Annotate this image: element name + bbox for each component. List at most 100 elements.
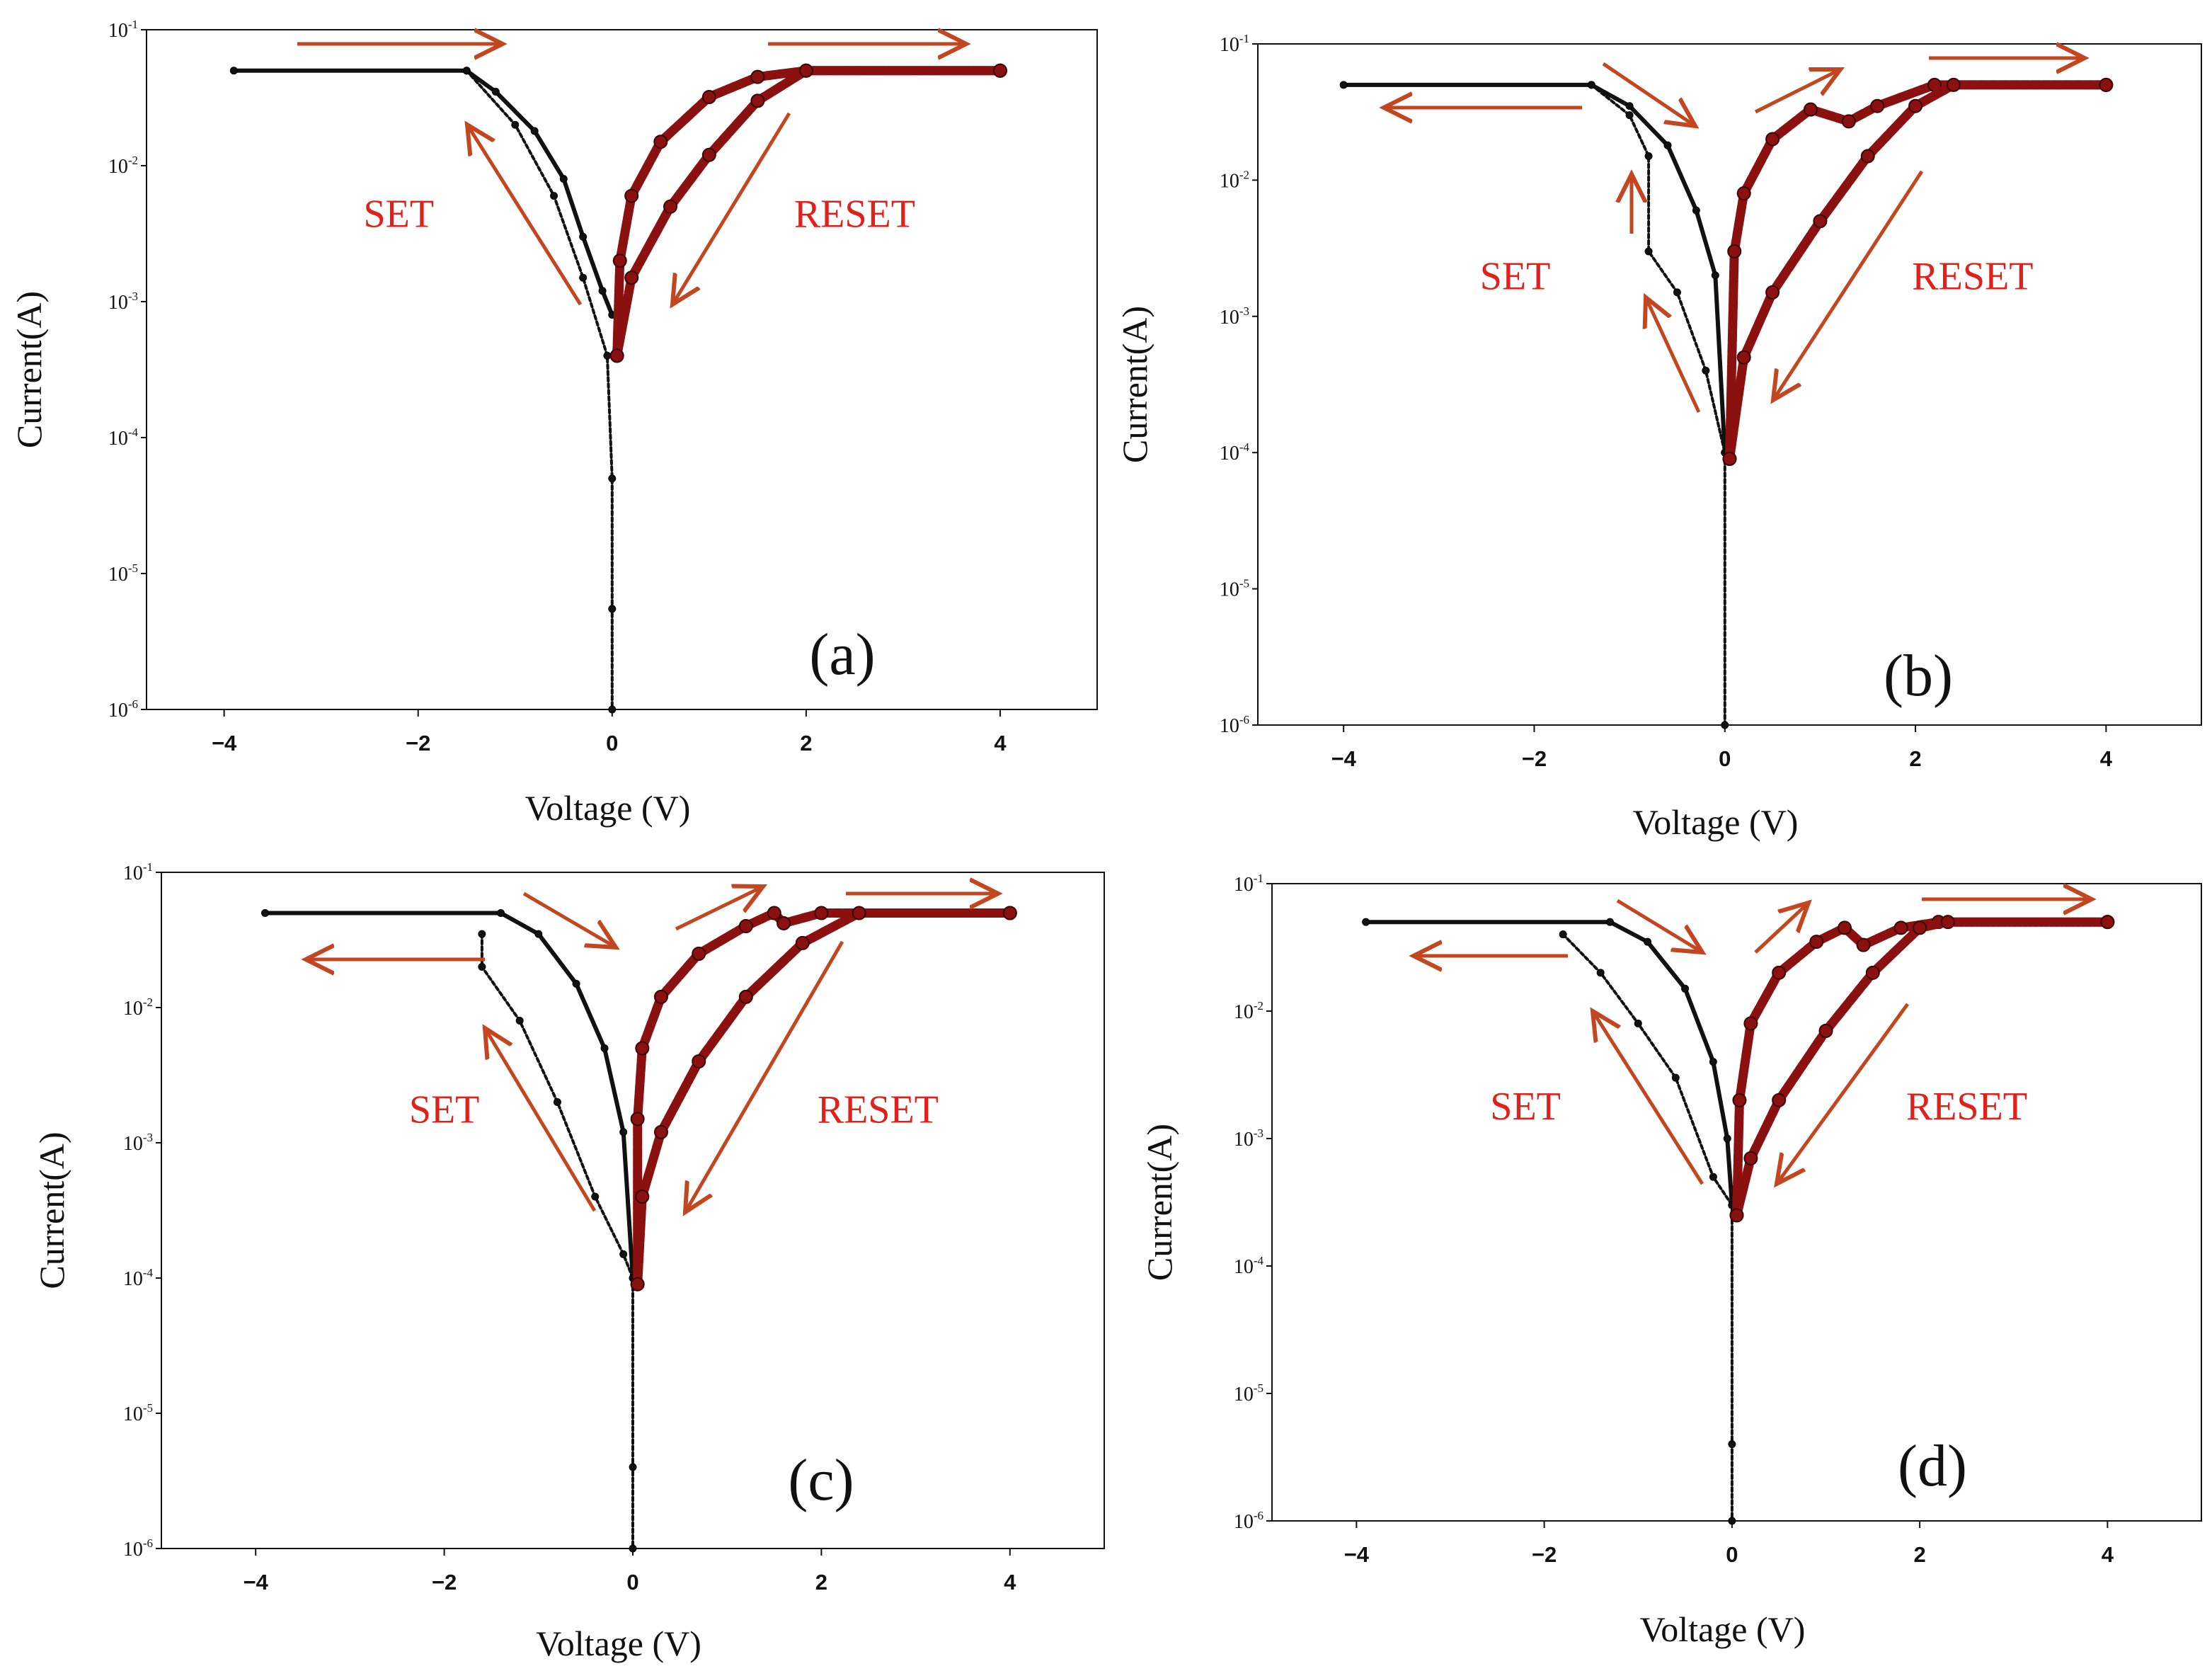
data-point	[1728, 1517, 1736, 1525]
data-point	[1728, 1440, 1736, 1449]
data-point	[530, 127, 539, 135]
data-point	[750, 69, 765, 84]
x-tick-label: −4	[1331, 746, 1357, 771]
data-point	[795, 935, 810, 950]
x-axis-label: Voltage (V)	[1640, 1609, 1806, 1649]
data-point	[692, 946, 706, 961]
sweep-direction-arrow	[685, 940, 844, 1212]
y-tick-exponent: -2	[128, 154, 138, 167]
data-point	[619, 1128, 628, 1136]
sweep-direction-arrow	[1754, 903, 1809, 954]
data-point	[1838, 920, 1852, 935]
data-point	[1721, 721, 1729, 729]
data-point	[462, 67, 471, 75]
data-point	[1856, 937, 1871, 952]
x-tick-label: 2	[1909, 746, 1921, 771]
x-tick-label: −4	[1344, 1542, 1370, 1567]
annotation-set: SET	[409, 1088, 480, 1131]
sweep-direction-arrow	[1754, 69, 1840, 114]
data-point	[1736, 350, 1751, 365]
data-point	[1625, 102, 1634, 110]
data-point	[1818, 1023, 1833, 1038]
data-point	[630, 1112, 645, 1127]
y-tick-base: 10	[123, 1268, 143, 1290]
annotation-reset: RESET	[1912, 254, 2033, 298]
data-point	[1743, 1151, 1758, 1165]
y-tick-base: 10	[1234, 1001, 1254, 1023]
data-point	[1736, 186, 1751, 201]
y-axis-label: Current(A)	[9, 291, 49, 448]
data-point	[1743, 1016, 1758, 1031]
x-axis-label: Voltage (V)	[525, 788, 691, 828]
data-point	[1803, 102, 1818, 117]
data-point	[491, 88, 500, 96]
y-tick-exponent: -1	[143, 860, 153, 874]
y-tick-base: 10	[108, 20, 128, 42]
data-point	[1723, 1134, 1731, 1143]
data-point	[767, 906, 781, 920]
plot-frame	[1257, 43, 2202, 726]
data-point	[701, 147, 716, 162]
data-point	[1765, 132, 1780, 147]
x-tick-label: 0	[606, 731, 618, 755]
data-point	[497, 908, 505, 917]
data-point	[1692, 206, 1700, 215]
y-tick-exponent: -5	[1239, 577, 1249, 591]
panel-label: (d)	[1898, 1433, 1967, 1499]
data-point	[1709, 1173, 1717, 1181]
data-point	[1772, 1093, 1787, 1107]
y-tick-exponent: -4	[1239, 440, 1250, 454]
annotation-set: SET	[364, 192, 435, 236]
sweep-direction-arrow	[675, 886, 763, 931]
series-red-2	[1732, 917, 2112, 1220]
y-tick-label: 10-4	[123, 1266, 154, 1290]
data-point	[1908, 98, 1923, 113]
y-tick-label: 10-2	[1234, 999, 1263, 1023]
y-tick-exponent: -2	[1239, 168, 1249, 181]
data-point	[635, 1190, 650, 1204]
y-tick-exponent: -4	[128, 426, 139, 439]
y-tick-label: 10-3	[108, 290, 138, 314]
y-tick-exponent: -1	[1239, 32, 1249, 45]
annotation-reset: RESET	[818, 1088, 939, 1131]
panel-label: (b)	[1884, 643, 1953, 709]
data-point	[653, 135, 668, 149]
x-tick-label: 2	[800, 731, 812, 755]
data-point	[750, 93, 765, 108]
y-tick-exponent: -1	[128, 18, 138, 31]
y-tick-base: 10	[123, 1133, 143, 1155]
y-tick-label: 10-2	[108, 154, 138, 178]
data-point	[1702, 366, 1710, 375]
y-tick-label: 10-1	[1220, 32, 1249, 56]
sweep-direction-arrow	[672, 112, 791, 304]
data-point	[579, 232, 588, 241]
y-axis-label: Current(A)	[1140, 1124, 1179, 1281]
y-tick-base: 10	[1220, 579, 1239, 601]
data-point	[1709, 1058, 1717, 1066]
series-black-1	[1590, 83, 1726, 726]
data-point	[1772, 965, 1787, 980]
y-tick-label: 10-5	[123, 1401, 153, 1425]
y-tick-label: 10-6	[123, 1536, 153, 1561]
y-tick-base: 10	[1220, 307, 1239, 329]
y-tick-base: 10	[1220, 34, 1239, 56]
data-point	[738, 919, 753, 934]
y-tick-exponent: -4	[1254, 1254, 1264, 1267]
data-point	[1732, 1093, 1747, 1107]
y-tick-base: 10	[1234, 1384, 1254, 1405]
data-point	[624, 188, 639, 203]
y-tick-exponent: -6	[128, 697, 138, 711]
x-tick-label: 4	[994, 731, 1007, 755]
y-axis-label: Current(A)	[1115, 306, 1154, 463]
y-tick-base: 10	[1220, 443, 1239, 464]
data-point	[629, 1544, 637, 1553]
x-tick-label: 0	[1719, 746, 1731, 771]
data-point	[1663, 141, 1672, 149]
y-tick-base: 10	[123, 998, 143, 1020]
y-tick-base: 10	[108, 292, 128, 314]
y-tick-exponent: -3	[1239, 304, 1249, 318]
series-black-1	[480, 933, 634, 1550]
sweep-direction-arrow	[1616, 899, 1702, 952]
data-point	[1946, 77, 1961, 92]
